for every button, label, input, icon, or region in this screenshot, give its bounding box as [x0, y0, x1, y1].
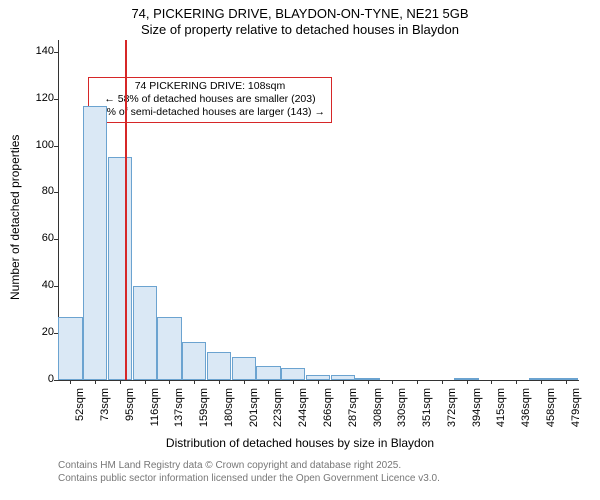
- chart-container: 74, PICKERING DRIVE, BLAYDON-ON-TYNE, NE…: [0, 0, 600, 500]
- x-tick-mark: [392, 380, 393, 384]
- x-tick-mark: [244, 380, 245, 384]
- x-tick-label: 394sqm: [471, 388, 483, 432]
- histogram-bar: [83, 106, 107, 380]
- reference-line: [125, 40, 127, 380]
- x-tick-mark: [491, 380, 492, 384]
- x-tick-label: 330sqm: [396, 388, 408, 432]
- histogram-bar: [207, 352, 231, 380]
- y-tick-mark: [54, 52, 58, 53]
- histogram-bar: [232, 357, 256, 380]
- y-tick-mark: [54, 239, 58, 240]
- x-tick-mark: [293, 380, 294, 384]
- x-tick-label: 201sqm: [248, 388, 260, 432]
- x-tick-label: 308sqm: [372, 388, 384, 432]
- y-tick-label: 0: [24, 373, 54, 385]
- x-tick-label: 415sqm: [495, 388, 507, 432]
- histogram-bar: [256, 366, 280, 380]
- x-tick-label: 95sqm: [124, 388, 136, 432]
- chart-title-main: 74, PICKERING DRIVE, BLAYDON-ON-TYNE, NE…: [0, 6, 600, 21]
- chart-title-sub: Size of property relative to detached ho…: [0, 22, 600, 37]
- histogram-bar: [281, 368, 305, 380]
- x-tick-label: 287sqm: [347, 388, 359, 432]
- y-tick-mark: [54, 286, 58, 287]
- x-tick-label: 159sqm: [198, 388, 210, 432]
- x-tick-label: 180sqm: [223, 388, 235, 432]
- y-tick-label: 120: [24, 92, 54, 104]
- y-tick-label: 100: [24, 139, 54, 151]
- annotation-line1: 74 PICKERING DRIVE: 108sqm: [95, 80, 325, 93]
- x-tick-label: 73sqm: [99, 388, 111, 432]
- x-tick-mark: [145, 380, 146, 384]
- x-tick-mark: [169, 380, 170, 384]
- histogram-bar: [157, 317, 181, 380]
- y-tick-label: 40: [24, 279, 54, 291]
- x-tick-mark: [442, 380, 443, 384]
- x-tick-label: 479sqm: [570, 388, 582, 432]
- x-tick-label: 351sqm: [421, 388, 433, 432]
- histogram-bar: [133, 286, 157, 380]
- x-tick-label: 137sqm: [173, 388, 185, 432]
- x-tick-mark: [541, 380, 542, 384]
- histogram-bar: [58, 317, 82, 380]
- x-tick-label: 52sqm: [74, 388, 86, 432]
- annotation-line2: ← 58% of detached houses are smaller (20…: [95, 93, 325, 106]
- y-tick-label: 20: [24, 326, 54, 338]
- y-tick-label: 140: [24, 45, 54, 57]
- x-tick-label: 116sqm: [149, 388, 161, 432]
- x-tick-label: 458sqm: [545, 388, 557, 432]
- x-tick-mark: [417, 380, 418, 384]
- x-tick-mark: [467, 380, 468, 384]
- y-tick-mark: [54, 146, 58, 147]
- x-tick-mark: [566, 380, 567, 384]
- x-tick-mark: [368, 380, 369, 384]
- x-tick-mark: [70, 380, 71, 384]
- annotation-line3: 41% of semi-detached houses are larger (…: [95, 106, 325, 119]
- x-axis-label: Distribution of detached houses by size …: [0, 436, 600, 450]
- x-tick-label: 372sqm: [446, 388, 458, 432]
- x-tick-mark: [120, 380, 121, 384]
- x-tick-mark: [268, 380, 269, 384]
- footer-line2: Contains public sector information licen…: [58, 473, 440, 484]
- x-tick-mark: [194, 380, 195, 384]
- y-tick-mark: [54, 99, 58, 100]
- y-tick-mark: [54, 380, 58, 381]
- y-axis-label: Number of detached properties: [8, 135, 22, 300]
- y-tick-label: 60: [24, 232, 54, 244]
- histogram-bar: [182, 342, 206, 380]
- x-tick-label: 266sqm: [322, 388, 334, 432]
- x-tick-mark: [318, 380, 319, 384]
- x-tick-label: 244sqm: [297, 388, 309, 432]
- x-tick-mark: [516, 380, 517, 384]
- footer-line1: Contains HM Land Registry data © Crown c…: [58, 460, 401, 471]
- x-tick-mark: [95, 380, 96, 384]
- y-tick-label: 80: [24, 185, 54, 197]
- x-tick-label: 436sqm: [520, 388, 532, 432]
- x-tick-label: 223sqm: [272, 388, 284, 432]
- y-tick-mark: [54, 192, 58, 193]
- x-tick-mark: [219, 380, 220, 384]
- histogram-bar: [108, 157, 132, 380]
- x-tick-mark: [343, 380, 344, 384]
